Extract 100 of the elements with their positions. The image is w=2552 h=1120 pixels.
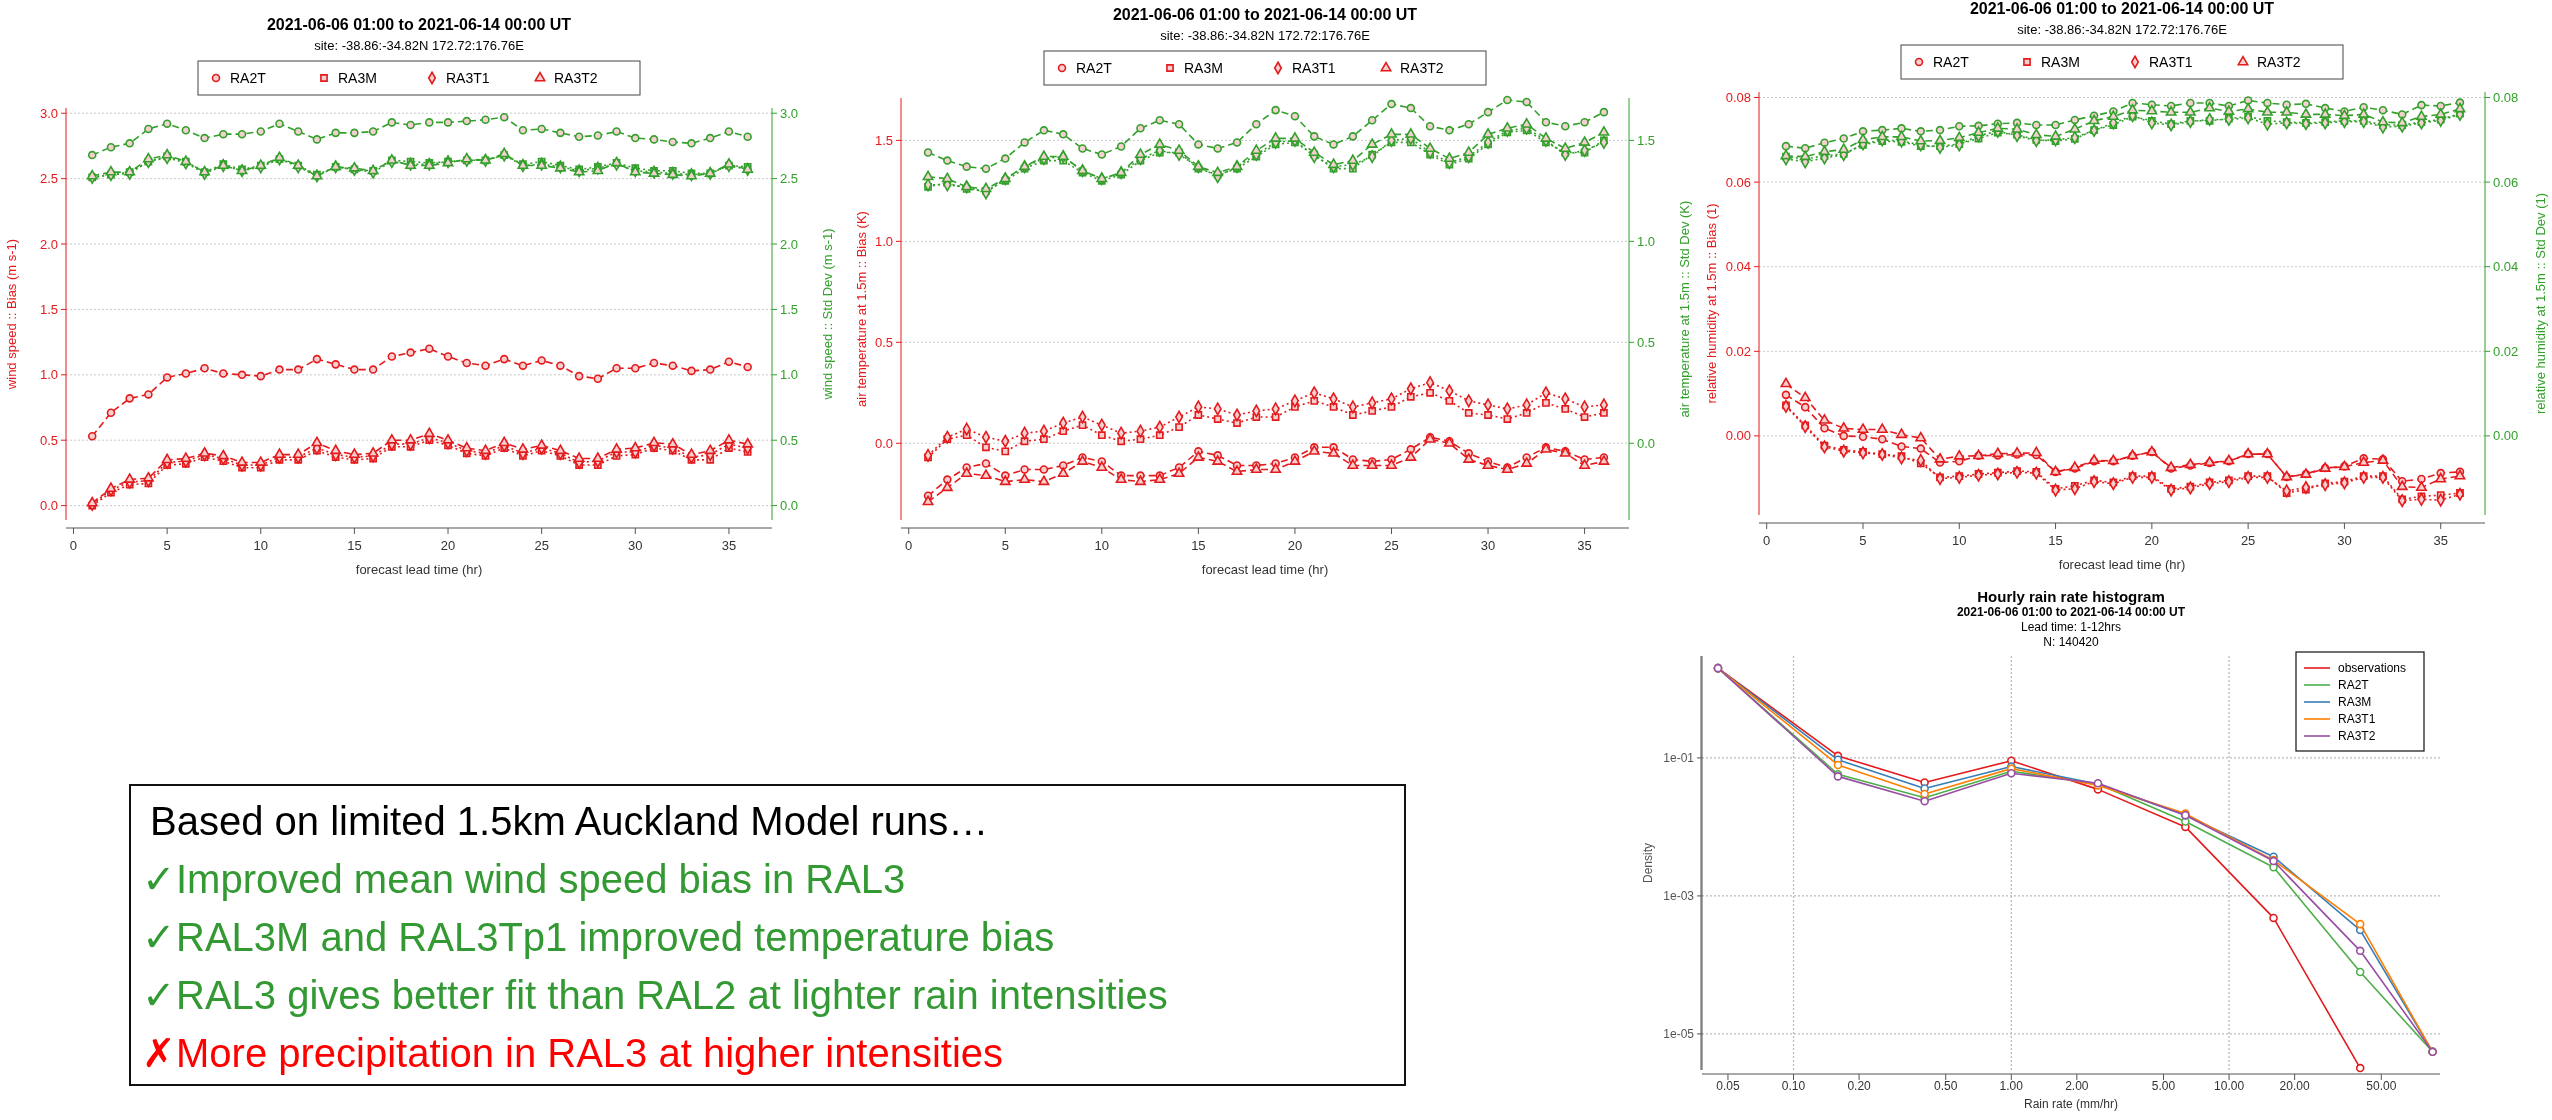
- text: ✓RAL3M and RAL3Tp1 improved temperature bias: [142, 915, 1055, 959]
- legend-label: RA3T2: [2338, 729, 2376, 743]
- x-tick-label: 30: [628, 538, 643, 553]
- y2-tick-label: 1.0: [780, 367, 799, 383]
- y2-tick-label: 1.0: [1637, 233, 1656, 249]
- x-tick-label: 1.00: [1999, 1079, 2024, 1093]
- legend-label: observations: [2338, 661, 2407, 675]
- x-axis-title: forecast lead time (hr): [1201, 562, 1329, 577]
- legend-label: RA2T: [1933, 54, 1970, 70]
- x-axis-title: Rain rate (mm/hr): [2023, 1097, 2119, 1111]
- x-tick-label: 15: [2048, 533, 2063, 548]
- x-tick-label: 25: [1384, 538, 1399, 553]
- y2-tick-label: 3.0: [780, 105, 799, 121]
- y-tick-label: 1.0: [39, 367, 58, 383]
- x-tick-label: 5: [1001, 538, 1009, 553]
- x-tick-label: 0.05: [1716, 1079, 1740, 1093]
- text: ✗More precipitation in RAL3 at higher intensities: [142, 1031, 1004, 1075]
- x-tick-label: 25: [534, 538, 549, 553]
- legend-label: RA3M: [2338, 695, 2372, 709]
- y2-axis-title: air temperature at 1.5m :: Std Dev (K): [1677, 200, 1692, 418]
- y-tick-label: 0.5: [874, 334, 893, 350]
- x-tick-label: 30: [1480, 538, 1496, 553]
- y2-tick-label: 0.0: [780, 498, 799, 514]
- y2-tick-label: 0.06: [2493, 174, 2519, 190]
- legend-label: RA2T: [1076, 60, 1113, 76]
- legend-label: RA3T1: [446, 70, 490, 86]
- y2-tick-label: 0.04: [2493, 259, 2519, 275]
- x-tick-label: 0: [905, 538, 913, 553]
- y-axis-title: relative humidity at 1.5m :: Bias (1): [1704, 203, 1719, 404]
- legend-label: RA3T1: [2338, 712, 2376, 726]
- y-tick-label: 1e-05: [1663, 1027, 1695, 1042]
- y2-axis-title: wind speed :: Std Dev (m s-1): [820, 228, 835, 401]
- x-tick-label: 10: [1094, 538, 1110, 553]
- text: N: 140420: [2043, 635, 2100, 649]
- x-tick-label: 5: [1859, 533, 1867, 548]
- y-tick-label: 2.5: [39, 171, 58, 187]
- legend-label: RA2T: [2338, 678, 2370, 692]
- x-tick-label: 20: [2144, 533, 2160, 548]
- x-tick-label: 20: [440, 538, 456, 553]
- chart-title: 2021-06-06 01:00 to 2021-06-14 00:00 UT: [1969, 0, 2275, 17]
- legend-label: RA3T2: [1400, 60, 1444, 76]
- legend-label: RA3T2: [554, 70, 598, 86]
- y-axis-title: air temperature at 1.5m :: Bias (K): [854, 211, 869, 407]
- y-tick-label: 3.0: [39, 105, 58, 121]
- y2-tick-label: 0.0: [1637, 435, 1656, 451]
- x-tick-label: 35: [1577, 538, 1592, 553]
- y-tick-label: 0.0: [874, 435, 893, 451]
- x-tick-label: 0.10: [1781, 1079, 1806, 1093]
- x-tick-label: 50.00: [2366, 1079, 2397, 1093]
- y2-tick-label: 2.0: [780, 236, 799, 252]
- chart-title: Hourly rain rate histogram: [1977, 588, 2165, 605]
- y2-tick-label: 0.5: [780, 432, 799, 448]
- y2-axis-title: relative humidity at 1.5m :: Std Dev (1): [2533, 192, 2548, 415]
- chart-title: 2021-06-06 01:00 to 2021-06-14 00:00 UT: [1112, 6, 1418, 23]
- y-axis-title: Density: [1641, 842, 1655, 884]
- y2-tick-label: 0.02: [2493, 343, 2519, 359]
- y-tick-label: 0.04: [1725, 259, 1751, 275]
- y2-tick-label: 0.5: [1637, 334, 1656, 350]
- x-tick-label: 2.00: [2065, 1079, 2089, 1093]
- x-tick-label: 20.00: [2279, 1079, 2310, 1093]
- chart-subtitle: site: -38.86:-34.82N 172.72:176.76E: [1160, 28, 1371, 43]
- legend-label: RA3T1: [1292, 60, 1336, 76]
- y-tick-label: 1e-01: [1663, 751, 1695, 766]
- x-axis-title: forecast lead time (hr): [2058, 557, 2186, 572]
- chart-subtitle: site: -38.86:-34.82N 172.72:176.76E: [314, 38, 525, 53]
- y2-tick-label: 2.5: [780, 171, 799, 187]
- y-tick-label: 0.06: [1725, 174, 1751, 190]
- x-tick-label: 0.20: [1847, 1079, 1872, 1093]
- text: Based on limited 1.5km Auckland Model runs…: [150, 799, 989, 843]
- x-tick-label: 15: [347, 538, 362, 553]
- y-tick-label: 0.0: [39, 498, 58, 514]
- legend-label: RA3T2: [2257, 54, 2301, 70]
- legend-label: RA3M: [1184, 60, 1223, 76]
- y-tick-label: 1.5: [39, 301, 58, 317]
- y2-tick-label: 1.5: [780, 301, 799, 317]
- x-tick-label: 5.00: [2151, 1079, 2176, 1093]
- x-tick-label: 10.00: [2214, 1079, 2245, 1093]
- y2-tick-label: 1.5: [1637, 132, 1656, 148]
- x-tick-label: 35: [721, 538, 737, 553]
- y2-tick-label: 0.00: [2493, 428, 2519, 444]
- y-axis-title: wind speed :: Bias (m s-1): [4, 238, 19, 391]
- y-tick-label: 0.02: [1725, 343, 1751, 359]
- y2-tick-label: 0.08: [2493, 90, 2519, 106]
- x-tick-label: 20: [1287, 538, 1303, 553]
- legend-label: RA3T1: [2149, 54, 2193, 70]
- chart-title: 2021-06-06 01:00 to 2021-06-14 00:00 UT: [266, 16, 572, 33]
- y-tick-label: 0.08: [1725, 90, 1751, 106]
- x-tick-label: 35: [2433, 533, 2448, 548]
- x-tick-label: 25: [2240, 533, 2256, 548]
- y-tick-label: 2.0: [39, 236, 58, 252]
- legend-label: RA3M: [338, 70, 377, 86]
- text: ✓Improved mean wind speed bias in RAL3: [142, 857, 906, 901]
- legend-label: RA3M: [2041, 54, 2080, 70]
- chart-subtitle: site: -38.86:-34.82N 172.72:176.76E: [2017, 22, 2228, 37]
- y-tick-label: 0.00: [1725, 428, 1751, 444]
- y-tick-label: 1.0: [874, 233, 893, 249]
- x-tick-label: 0: [1763, 533, 1771, 548]
- text: Lead time: 1-12hrs: [2020, 620, 2122, 634]
- x-axis-title: forecast lead time (hr): [355, 562, 483, 577]
- x-tick-label: 5: [163, 538, 171, 553]
